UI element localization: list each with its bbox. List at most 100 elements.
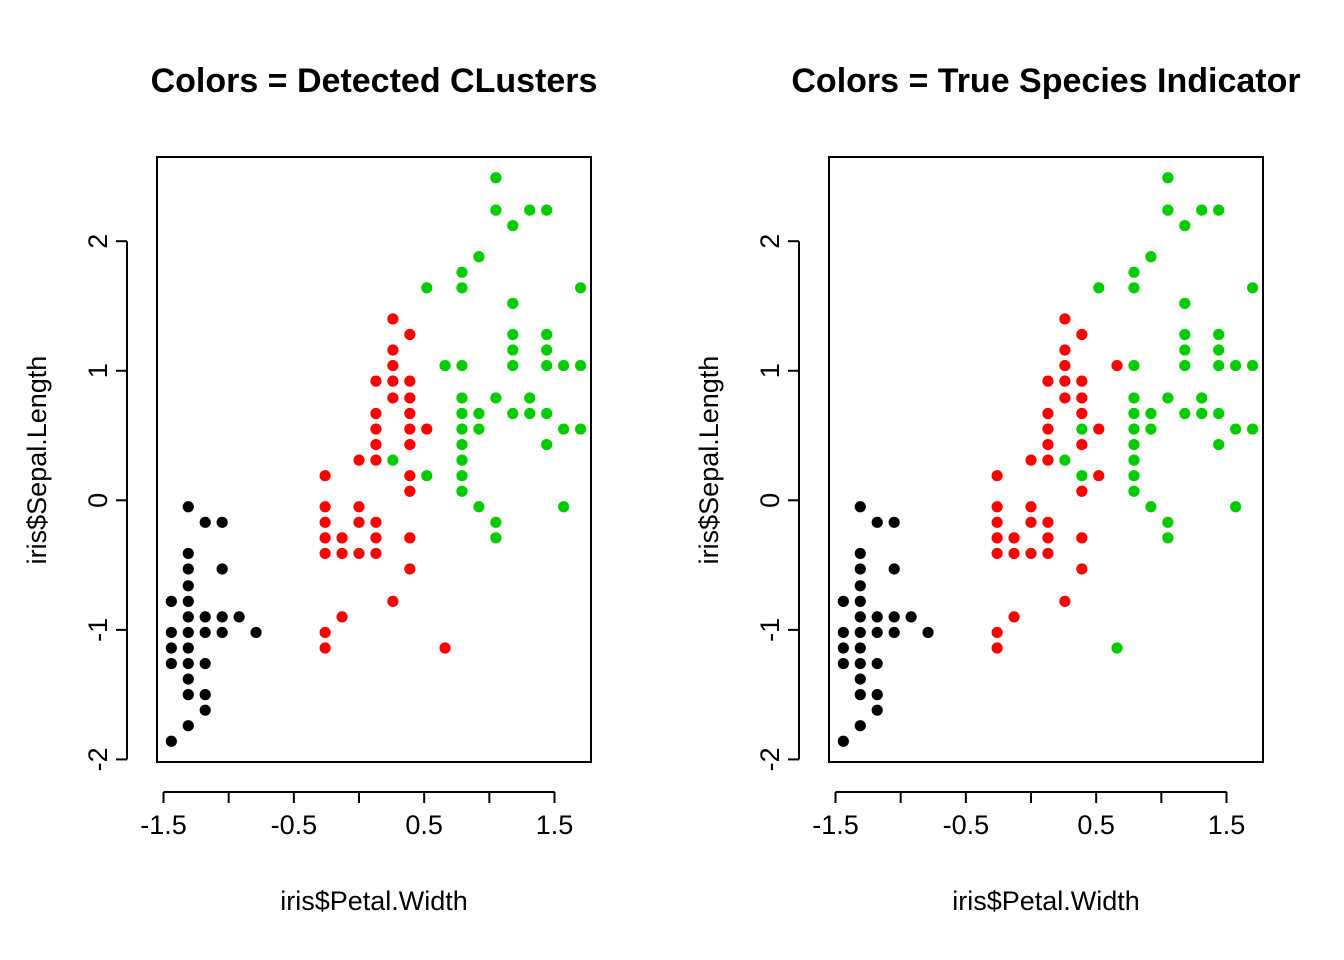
data-point bbox=[456, 282, 468, 294]
data-point bbox=[1128, 439, 1140, 451]
data-point bbox=[507, 328, 519, 341]
data-point bbox=[871, 689, 883, 701]
data-point bbox=[199, 516, 211, 528]
data-point bbox=[387, 313, 399, 325]
panel-2-y-axis-label: iris$Sepal.Length bbox=[694, 356, 724, 565]
data-point bbox=[1162, 516, 1174, 528]
data-point bbox=[387, 344, 399, 356]
data-point bbox=[507, 297, 519, 309]
data-point bbox=[922, 626, 934, 639]
data-point bbox=[854, 580, 866, 592]
data-point bbox=[854, 626, 866, 639]
data-point bbox=[404, 439, 416, 451]
data-point bbox=[1008, 611, 1020, 623]
data-point bbox=[370, 375, 382, 387]
data-point bbox=[216, 611, 228, 623]
data-point bbox=[199, 657, 211, 670]
data-point bbox=[439, 359, 451, 372]
data-point bbox=[199, 626, 211, 639]
data-point bbox=[991, 501, 1003, 513]
data-point bbox=[854, 673, 866, 685]
data-point bbox=[541, 344, 553, 356]
data-point bbox=[336, 611, 348, 623]
data-point bbox=[507, 220, 519, 232]
data-point bbox=[558, 423, 570, 435]
panel-2-title: Colors = True Species Indicator bbox=[791, 62, 1300, 100]
data-point bbox=[541, 359, 553, 372]
data-point bbox=[1145, 251, 1157, 263]
data-point bbox=[1008, 532, 1020, 544]
data-point bbox=[1196, 392, 1208, 404]
y-tick-label: 1 bbox=[755, 363, 785, 378]
data-point bbox=[319, 470, 331, 482]
data-point bbox=[1179, 328, 1191, 341]
data-point bbox=[1246, 282, 1259, 294]
data-point bbox=[456, 423, 468, 435]
data-point bbox=[1128, 485, 1140, 497]
data-point bbox=[1059, 375, 1071, 387]
data-point bbox=[353, 454, 365, 466]
y-tick-label: 0 bbox=[755, 493, 785, 508]
data-point bbox=[558, 359, 570, 372]
panel-1-axes: -1.5 -0.5 0.5 1.5 -2 -1 0 1 2 bbox=[83, 234, 573, 840]
data-point bbox=[370, 532, 382, 544]
data-point bbox=[837, 642, 849, 654]
data-point bbox=[1059, 344, 1071, 356]
data-point bbox=[1128, 359, 1140, 372]
data-point bbox=[1042, 532, 1054, 544]
data-point bbox=[370, 439, 382, 451]
data-point bbox=[574, 359, 587, 372]
panel-1-x-axis-label: iris$Petal.Width bbox=[280, 886, 468, 916]
data-point bbox=[854, 547, 866, 560]
panel-1-points bbox=[165, 172, 587, 747]
data-point bbox=[1076, 563, 1088, 575]
data-point bbox=[1246, 359, 1259, 372]
panel-1-title: Colors = Detected CLusters bbox=[151, 62, 598, 100]
data-point bbox=[370, 454, 382, 466]
data-point bbox=[854, 642, 866, 654]
data-point bbox=[1230, 359, 1242, 372]
data-point bbox=[165, 595, 177, 607]
data-point bbox=[991, 470, 1003, 482]
y-tick-label: 2 bbox=[755, 234, 785, 249]
data-point bbox=[1076, 407, 1088, 420]
data-point bbox=[319, 642, 331, 654]
data-point bbox=[854, 657, 866, 670]
data-point bbox=[871, 657, 883, 670]
data-point bbox=[421, 423, 433, 435]
data-point bbox=[182, 547, 194, 560]
data-point bbox=[182, 626, 194, 639]
data-point bbox=[182, 563, 194, 575]
data-point bbox=[1076, 439, 1088, 451]
data-point bbox=[1025, 501, 1037, 513]
data-point bbox=[1025, 454, 1037, 466]
data-point bbox=[871, 611, 883, 623]
data-point bbox=[1042, 516, 1054, 528]
data-point bbox=[404, 485, 416, 497]
data-point bbox=[1145, 423, 1157, 435]
data-point bbox=[574, 282, 587, 294]
data-point bbox=[404, 423, 416, 435]
data-point bbox=[524, 204, 536, 216]
data-point bbox=[1025, 547, 1037, 560]
data-point bbox=[319, 547, 331, 560]
data-point bbox=[370, 547, 382, 560]
data-point bbox=[1128, 266, 1140, 278]
data-point bbox=[524, 392, 536, 404]
data-point bbox=[387, 595, 399, 607]
data-point bbox=[404, 392, 416, 404]
data-point bbox=[1213, 359, 1225, 372]
data-point bbox=[456, 454, 468, 466]
data-point bbox=[1111, 359, 1123, 372]
data-point bbox=[1059, 313, 1071, 325]
panel-1-y-axis-label: iris$Sepal.Length bbox=[22, 356, 52, 565]
data-point bbox=[319, 516, 331, 528]
data-point bbox=[1008, 547, 1020, 560]
data-point bbox=[1230, 423, 1242, 435]
data-point bbox=[199, 689, 211, 701]
data-point bbox=[1076, 470, 1088, 482]
panel-2-axes: -1.5 -0.5 0.5 1.5 -2 -1 0 1 2 bbox=[755, 234, 1245, 840]
data-point bbox=[541, 439, 553, 451]
y-tick-label: -1 bbox=[755, 618, 785, 642]
